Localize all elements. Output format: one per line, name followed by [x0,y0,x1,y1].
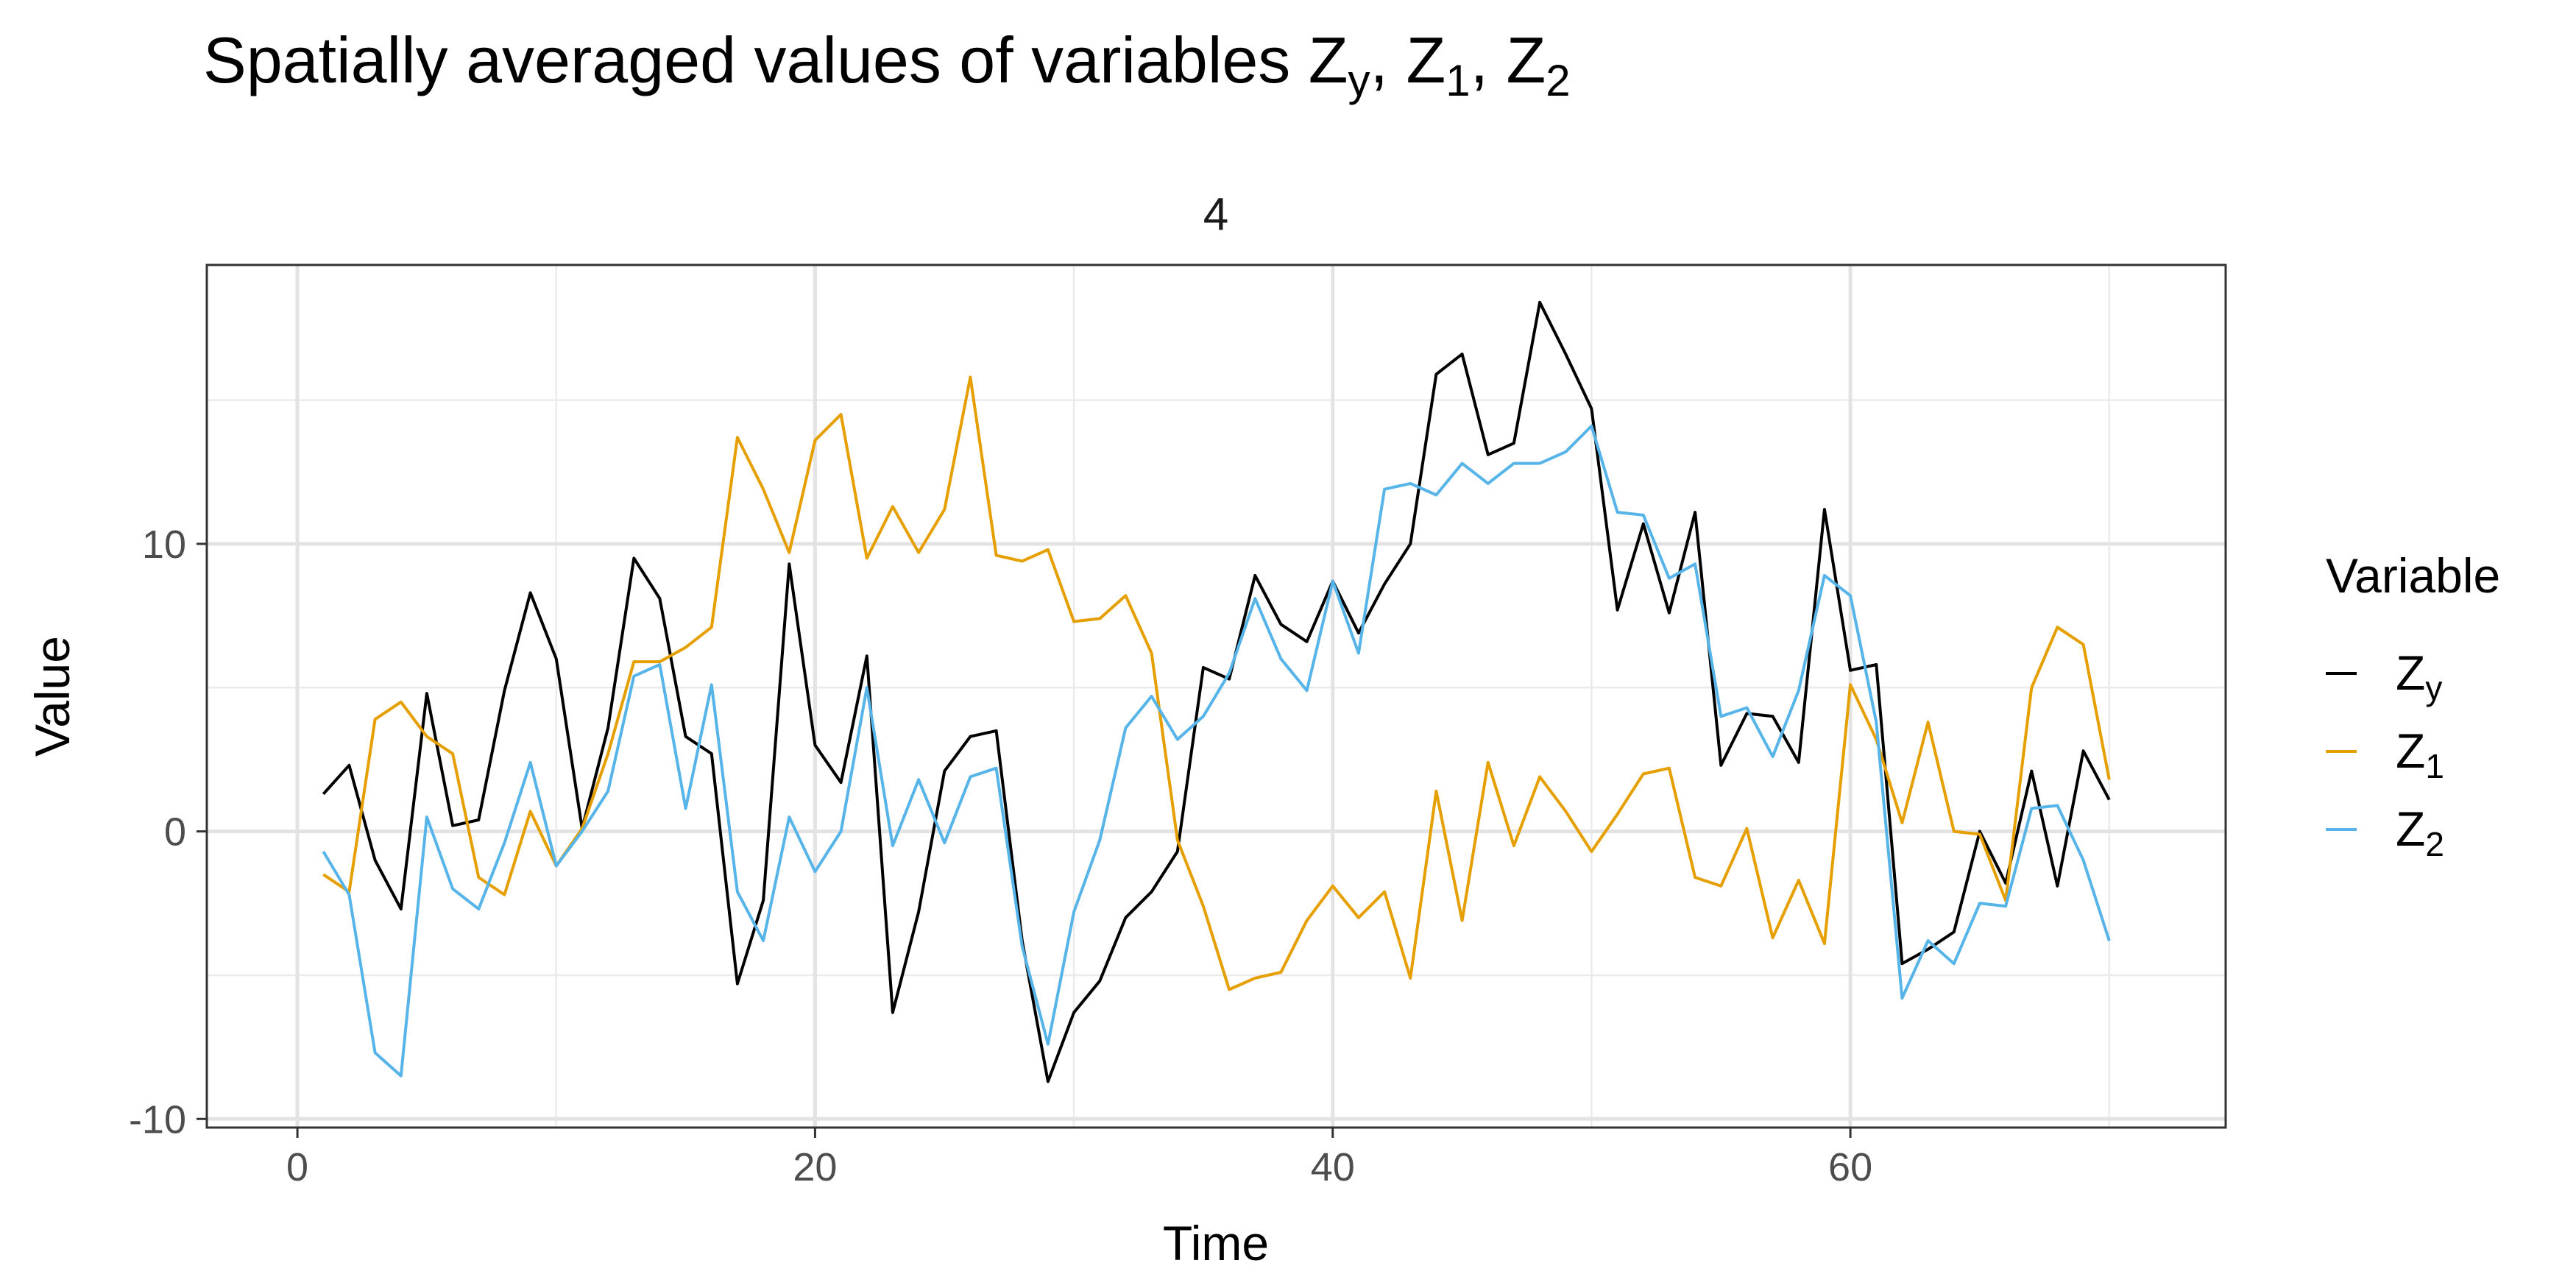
panel-label: 4 [1203,189,1228,240]
legend-label-sub-2: 2 [2425,825,2444,863]
series-line-2 [322,424,2111,1078]
legend-label-0: Zy [2396,645,2442,707]
legend-label-2: Z2 [2396,802,2444,863]
x-axis: 0 20 40 60 [286,1128,1872,1189]
title-sep-1: , [1471,24,1507,96]
y-axis-title: Value [25,636,79,757]
legend-label-base-1: Z [2396,723,2425,778]
legend-label-base-0: Z [2396,645,2425,700]
title-var-2: Z [1506,24,1546,96]
grid-major [207,265,2226,1128]
y-tick-label: 0 [164,810,186,854]
legend-label-base-2: Z [2396,802,2425,856]
legend-title: Variable [2326,548,2500,603]
plot-panel-border [205,263,2227,1129]
legend-label-sub-1: 1 [2425,747,2444,785]
x-tick-label: 0 [286,1145,308,1189]
series-layer [322,300,2111,1083]
title-var-0: Z [1309,24,1348,96]
y-tick-label: -10 [129,1097,186,1142]
y-tick-label: 10 [142,523,186,567]
x-tick-label: 20 [793,1145,837,1189]
legend-label-sub-0: y [2425,669,2442,707]
title-var-sub-0: y [1348,56,1370,105]
plot-title: Spatially averaged values of variables Z… [203,24,1571,105]
title-text: Spatially averaged values of variables [203,24,1309,96]
grid-minor [207,265,2226,1128]
title-var-sub-2: 2 [1546,56,1570,105]
series-line-1 [322,375,2111,991]
title-var-sub-1: 1 [1446,56,1470,105]
x-axis-title: Time [1163,1216,1269,1270]
title-sep-0: , [1370,24,1406,96]
x-tick-label: 60 [1828,1145,1872,1189]
title-var-1: Z [1406,24,1446,96]
x-tick-label: 40 [1311,1145,1355,1189]
legend-label-1: Z1 [2396,723,2444,785]
y-axis: -10 0 10 [129,523,207,1142]
